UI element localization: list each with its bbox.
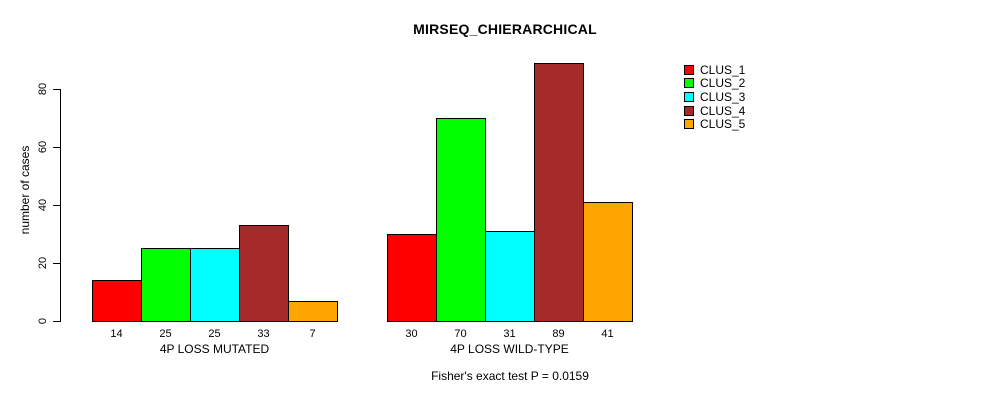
bar-value-label: 14 [110, 328, 123, 340]
legend-swatch [684, 119, 694, 130]
y-tick-label: 80 [37, 82, 49, 96]
bar-clus_1 [92, 280, 142, 322]
legend-item: CLUS_5 [684, 117, 745, 131]
legend: CLUS_1 CLUS_2 CLUS_3 CLUS_4 CLUS_5 [684, 63, 745, 131]
legend-swatch [684, 105, 694, 116]
bar-clus_5 [288, 301, 338, 322]
chart-title: MIRSEQ_CHIERARCHICAL [413, 21, 597, 37]
y-tick-label: 60 [37, 140, 49, 154]
legend-swatch [684, 91, 694, 102]
y-tick-label: 40 [37, 198, 49, 212]
group-label: 4P LOSS MUTATED [159, 342, 270, 356]
bar-value-label: 7 [309, 328, 316, 340]
legend-item: CLUS_1 [684, 63, 745, 77]
legend-item-label: CLUS_5 [700, 117, 746, 132]
y-tick [53, 205, 61, 206]
bar-clus_3 [190, 248, 240, 322]
legend-item: CLUS_3 [684, 90, 745, 104]
bar-value-label: 25 [159, 328, 172, 340]
y-tick [53, 321, 61, 322]
bar-clus_2 [436, 118, 486, 322]
bar-value-label: 41 [601, 328, 614, 340]
bar-value-label: 70 [454, 328, 467, 340]
bar-value-label: 89 [552, 328, 565, 340]
legend-item-label: CLUS_3 [700, 89, 746, 104]
bar-clus_4 [239, 225, 289, 322]
y-tick-label: 20 [37, 256, 49, 270]
legend-item: CLUS_2 [684, 77, 745, 91]
bar-value-label: 25 [208, 328, 221, 340]
y-tick [53, 147, 61, 148]
bar-clus_4 [534, 63, 584, 322]
bar-clus_3 [485, 231, 535, 322]
y-tick [53, 89, 61, 90]
legend-item-label: CLUS_2 [700, 76, 746, 91]
bar-clus_1 [387, 234, 437, 322]
bar-value-label: 31 [503, 328, 516, 340]
y-tick [53, 263, 61, 264]
annotation-fisher-test: Fisher's exact test P = 0.0159 [431, 369, 589, 383]
legend-item-label: CLUS_4 [700, 103, 746, 118]
bar-value-label: 33 [257, 328, 270, 340]
legend-item: CLUS_4 [684, 104, 745, 118]
legend-swatch [684, 64, 694, 75]
legend-swatch [684, 78, 694, 89]
y-tick-label: 0 [37, 317, 49, 325]
group-label: 4P LOSS WILD-TYPE [450, 342, 569, 356]
bar-value-label: 30 [405, 328, 418, 340]
legend-item-label: CLUS_1 [700, 62, 746, 77]
bar-clus_5 [583, 202, 633, 322]
bar-clus_2 [141, 248, 191, 322]
